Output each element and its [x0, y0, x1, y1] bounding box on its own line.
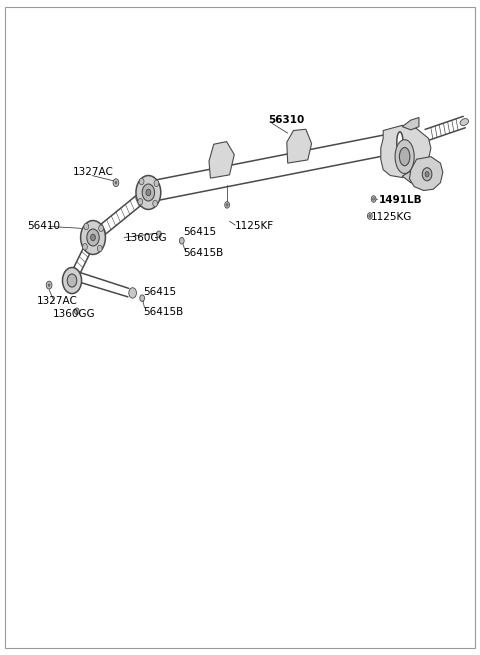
Circle shape	[142, 184, 155, 201]
Polygon shape	[381, 125, 431, 178]
Circle shape	[129, 288, 136, 298]
Circle shape	[367, 213, 372, 219]
Text: 1360GG: 1360GG	[124, 233, 167, 243]
Circle shape	[46, 281, 52, 289]
Text: 56415: 56415	[144, 287, 177, 297]
Ellipse shape	[149, 181, 155, 202]
Text: 56415B: 56415B	[183, 248, 223, 258]
Circle shape	[422, 168, 432, 181]
Circle shape	[154, 180, 159, 187]
Circle shape	[97, 245, 102, 252]
Text: 1125KF: 1125KF	[235, 221, 275, 231]
Circle shape	[140, 295, 144, 301]
Circle shape	[153, 200, 157, 207]
Circle shape	[99, 225, 104, 231]
Ellipse shape	[460, 119, 468, 126]
Circle shape	[371, 196, 376, 202]
Text: 56410: 56410	[28, 221, 60, 231]
Circle shape	[67, 274, 77, 287]
Text: 56415: 56415	[183, 227, 216, 238]
Text: 1327AC: 1327AC	[73, 168, 114, 178]
Circle shape	[91, 234, 96, 241]
Circle shape	[115, 181, 117, 184]
Polygon shape	[402, 171, 419, 183]
Text: 1125KG: 1125KG	[371, 212, 413, 221]
Text: 1491LB: 1491LB	[378, 195, 422, 205]
Circle shape	[83, 244, 87, 250]
Circle shape	[81, 221, 106, 254]
Text: 1327AC: 1327AC	[37, 297, 78, 307]
Ellipse shape	[399, 147, 410, 166]
Polygon shape	[402, 117, 419, 130]
Text: 1360GG: 1360GG	[53, 309, 96, 320]
Circle shape	[372, 198, 374, 200]
Circle shape	[113, 179, 119, 187]
Circle shape	[180, 238, 184, 244]
Circle shape	[146, 189, 151, 196]
Circle shape	[136, 176, 161, 210]
Ellipse shape	[395, 140, 414, 174]
Circle shape	[138, 198, 143, 205]
Circle shape	[74, 308, 79, 314]
Text: 56310: 56310	[269, 115, 305, 125]
Polygon shape	[209, 141, 234, 178]
Circle shape	[225, 202, 229, 208]
Text: 56415B: 56415B	[144, 307, 184, 317]
Circle shape	[84, 223, 89, 230]
Circle shape	[369, 215, 371, 217]
Ellipse shape	[397, 132, 403, 153]
Circle shape	[62, 267, 82, 293]
Polygon shape	[287, 129, 312, 163]
Circle shape	[139, 178, 144, 185]
Circle shape	[425, 172, 429, 177]
Polygon shape	[409, 157, 443, 191]
Circle shape	[226, 204, 228, 206]
Circle shape	[87, 229, 99, 246]
Circle shape	[156, 231, 161, 238]
Circle shape	[48, 284, 50, 286]
